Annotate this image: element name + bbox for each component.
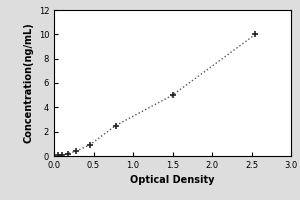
Y-axis label: Concentration(ng/mL): Concentration(ng/mL) [23,23,33,143]
X-axis label: Optical Density: Optical Density [130,175,215,185]
